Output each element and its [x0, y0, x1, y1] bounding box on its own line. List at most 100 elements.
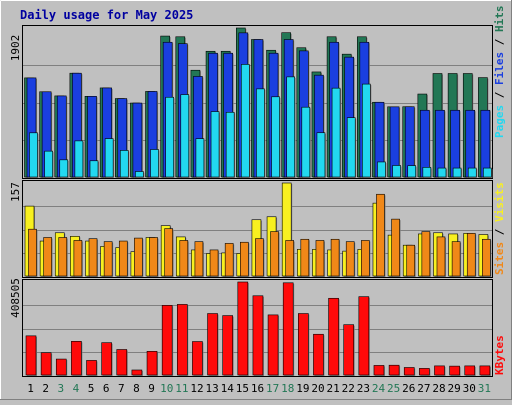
- kbytes-bar: [252, 295, 264, 376]
- x-tick-label: 28: [432, 382, 445, 395]
- kbytes-bar: [237, 281, 249, 376]
- x-tick-label: 19: [296, 382, 309, 395]
- x-tick-label: 23: [357, 382, 370, 395]
- legend-hits: Hits: [493, 6, 506, 33]
- x-tick-label: 20: [311, 382, 324, 395]
- legend-separator: /: [493, 222, 506, 242]
- sites-bar: [300, 238, 310, 277]
- pages-bar: [346, 117, 356, 178]
- sites-bar: [164, 228, 173, 277]
- x-tick-label: 13: [205, 382, 218, 395]
- kbytes-bar: [86, 360, 97, 376]
- hits-legend: Pages / Files / Hits: [493, 6, 506, 139]
- pages-bar: [377, 161, 386, 178]
- legend-pages: Pages: [493, 105, 506, 138]
- sites-bar: [466, 233, 476, 277]
- kbytes-y-max-label: 408505: [9, 278, 22, 318]
- files-bar: [132, 102, 143, 178]
- hits-y-max-label: 1902: [9, 35, 22, 62]
- legend-sites: Sites / Visits: [493, 182, 506, 275]
- files-bar: [435, 109, 445, 178]
- x-tick-label: 6: [103, 382, 110, 395]
- pages-bar: [256, 88, 265, 178]
- kbytes-bar: [116, 349, 128, 376]
- sites-bar: [118, 240, 128, 277]
- pages-bar: [407, 165, 417, 178]
- sites-bar: [406, 244, 416, 277]
- pages-bar: [452, 167, 462, 178]
- pages-bar: [483, 167, 492, 178]
- pages-bar: [241, 64, 250, 178]
- kbytes-bar: [176, 304, 188, 376]
- sites-bar: [436, 236, 446, 277]
- kbytes-bar: [464, 365, 476, 376]
- legend-pages: Pages / Files / Hits: [493, 6, 506, 139]
- kbytes-bar: [146, 351, 158, 376]
- kbytes-bar: [161, 305, 173, 376]
- x-tick-label: 21: [327, 382, 340, 395]
- pages-bar: [301, 106, 311, 178]
- kbytes-bar: [343, 324, 355, 376]
- kbytes-bar: [434, 365, 445, 376]
- x-tick-label: 10: [160, 382, 173, 395]
- pages-bar: [195, 138, 205, 178]
- pages-bar: [59, 159, 69, 178]
- kbytes-bar: [419, 368, 430, 376]
- sites-bar: [134, 237, 143, 277]
- x-tick-label: 11: [175, 382, 188, 395]
- pages-bar: [437, 167, 447, 178]
- kbytes-bar: [403, 367, 415, 376]
- pages-bar: [89, 160, 99, 178]
- x-tick-label: 8: [133, 382, 140, 395]
- kbytes-bar: [328, 297, 339, 376]
- legend-separator: /: [493, 85, 506, 105]
- sites-bar: [194, 241, 204, 277]
- kbytes-bar: [207, 313, 218, 376]
- kbytes-bar: [192, 341, 203, 376]
- x-tick-label: 17: [266, 382, 279, 395]
- pages-bar: [104, 138, 114, 178]
- kbytes-bar: [131, 369, 143, 376]
- pages-bar: [74, 140, 84, 178]
- kbytes-bar: [358, 296, 370, 376]
- sites-bar: [270, 231, 279, 277]
- files-bar: [450, 109, 460, 178]
- pages-bar: [150, 149, 159, 178]
- kbytes-bar: [298, 313, 309, 376]
- sites-bar: [330, 238, 340, 277]
- sites-bar: [255, 238, 264, 277]
- pages-bar: [331, 87, 341, 178]
- sites-bar: [421, 231, 431, 277]
- pages-bar: [316, 132, 326, 178]
- legend-kbytes: KBytes: [493, 335, 506, 375]
- x-tick-label: 29: [448, 382, 461, 395]
- x-tick-label: 1: [27, 382, 34, 395]
- x-tick-label: 24: [372, 382, 386, 395]
- pages-bar: [286, 76, 295, 178]
- x-tick-label: 5: [88, 382, 95, 395]
- bars-layer: [24, 27, 493, 376]
- x-tick-label: 18: [281, 382, 294, 395]
- x-tick-label: 4: [73, 382, 80, 395]
- x-tick-label: 2: [42, 382, 49, 395]
- x-tick-label: 3: [58, 382, 65, 395]
- visits-y-max-label: 157: [9, 182, 22, 202]
- legend-visits: Visits: [493, 182, 506, 222]
- sites-bar: [58, 237, 68, 277]
- sites-bar: [482, 238, 491, 277]
- sites-bar: [149, 237, 158, 277]
- x-tick-label: 15: [236, 382, 249, 395]
- sites-bar: [209, 249, 219, 277]
- sites-bar: [224, 243, 234, 277]
- kbytes-bar: [267, 314, 279, 376]
- kbytes-bar: [388, 364, 400, 376]
- files-bar: [465, 109, 476, 178]
- x-tick-label: 25: [387, 382, 400, 395]
- kbytes-bar: [40, 352, 52, 376]
- sites-bar: [28, 228, 37, 277]
- pages-bar: [180, 94, 190, 178]
- legend-sites: Sites: [493, 242, 506, 275]
- x-tick-label: 9: [148, 382, 155, 395]
- sites-bar: [376, 193, 385, 277]
